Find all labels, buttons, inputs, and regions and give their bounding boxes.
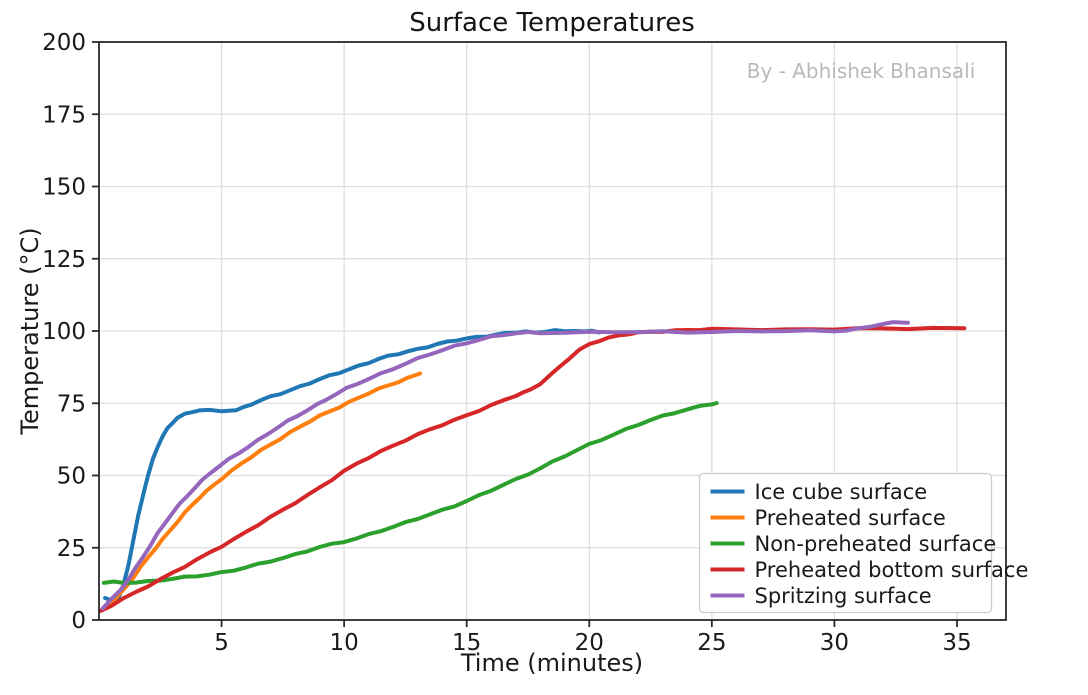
- y-tick-label: 125: [42, 247, 86, 273]
- y-tick-label: 0: [71, 608, 86, 634]
- watermark-text: By - Abhishek Bhansali: [747, 59, 976, 83]
- x-tick-label: 20: [575, 630, 604, 656]
- y-tick-label: 175: [42, 102, 86, 128]
- y-axis-label: Temperature (°C): [16, 227, 44, 435]
- y-tick-label: 75: [57, 391, 86, 417]
- series-preheated-bottom-surface: [98, 325, 967, 613]
- legend-label: Ice cube surface: [755, 480, 928, 504]
- x-tick-label: 30: [820, 630, 849, 656]
- legend-box: [698, 472, 993, 614]
- series-non-preheated-surface: [101, 401, 719, 585]
- legend-label: Preheated surface: [755, 506, 946, 530]
- x-tick-label: 25: [697, 630, 726, 656]
- series-lines: [98, 320, 967, 613]
- y-tick-label: 200: [42, 30, 86, 56]
- y-tick-label: 150: [42, 175, 86, 201]
- x-tick-label: 5: [214, 630, 229, 656]
- x-axis-label: Time (minutes): [460, 649, 643, 677]
- axis-ticks: 5 10 15 20 25 30 35 0 25 50 75 100 125 150 175 200: [42, 30, 972, 656]
- series-spritzing-surface: [100, 320, 910, 611]
- x-tick-label: 10: [329, 630, 358, 656]
- x-tick-label: 15: [452, 630, 481, 656]
- x-tick-label: 35: [942, 630, 971, 656]
- chart-title: Surface Temperatures: [409, 8, 695, 38]
- y-tick-label: 100: [42, 319, 86, 345]
- legend-label: Preheated bottom surface: [755, 558, 1029, 582]
- legend-label: Non-preheated surface: [755, 532, 997, 556]
- y-tick-label: 25: [57, 536, 86, 562]
- y-tick-label: 50: [57, 464, 86, 490]
- series-preheated-surface: [101, 371, 423, 611]
- legend-label: Spritzing surface: [755, 584, 932, 608]
